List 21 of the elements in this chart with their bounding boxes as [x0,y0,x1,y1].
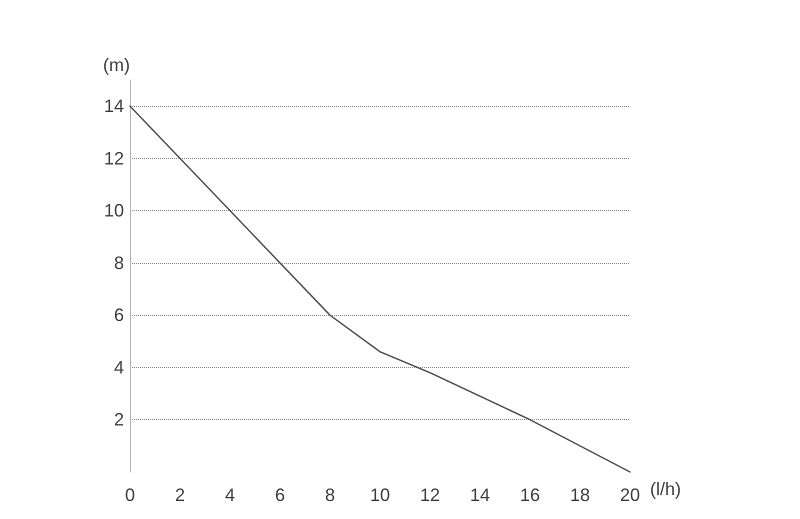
y-tick-label: 6 [114,305,124,326]
y-tick-label: 12 [104,148,124,168]
x-tick-label: 20 [620,485,640,505]
x-tick-label: 12 [420,485,440,505]
x-tick-label: 4 [224,485,236,505]
x-axis-title: (l/h) [650,479,681,499]
x-tick-label: 10 [370,485,390,505]
y-tick-label: 14 [104,96,124,116]
x-tick-label: 8 [324,485,336,505]
y-tick-label: 8 [114,252,124,273]
y-axis-title: (m) [103,55,130,75]
y-tick-label: 4 [114,357,124,378]
x-tick-label: 6 [274,485,286,505]
x-tick-label: 18 [570,485,590,505]
y-tick-label: 10 [104,200,124,221]
x-tick-label: 2 [174,485,186,505]
x-tick-label: 14 [470,485,490,505]
x-tick-label: 0 [124,485,136,505]
y-tick-label: 2 [114,410,124,430]
x-tick-label: 16 [520,485,540,505]
line-series [129,105,631,473]
